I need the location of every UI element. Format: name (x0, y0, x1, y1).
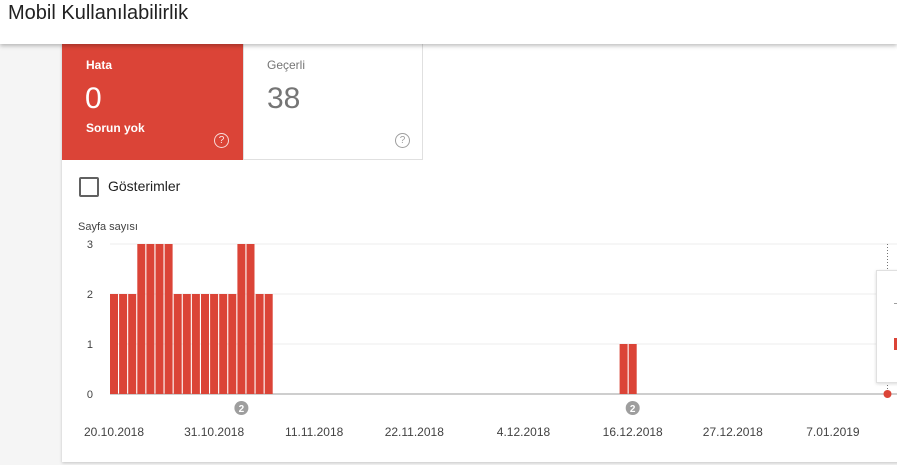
annotation-marker (625, 401, 640, 415)
x-tick-label: 4.12.2018 (497, 425, 551, 439)
bar (228, 294, 237, 394)
annotation-label: 2 (239, 404, 245, 415)
bar (128, 294, 137, 394)
valid-tile-label: Geçerli (267, 58, 306, 72)
x-tick-label: 11.11.2018 (285, 425, 344, 439)
date-marker-dot (883, 390, 892, 398)
bar (146, 244, 155, 394)
error-tile-label: Hata (86, 58, 113, 72)
bar (255, 294, 264, 394)
x-tick-label: 7.01.2019 (806, 425, 860, 439)
bar (619, 344, 628, 394)
app-header: Mobil Kullanılabilirlik (0, 0, 897, 44)
page-title: Mobil Kullanılabilirlik (8, 2, 189, 24)
bar (201, 294, 209, 394)
valid-tile[interactable]: Geçerli 38 ? (243, 44, 423, 160)
legend-dash (894, 303, 897, 304)
y-axis-title: Sayfa sayısı (78, 221, 138, 233)
bar (119, 294, 128, 394)
bar (246, 244, 255, 394)
bar (137, 244, 146, 394)
y-tick-label: 2 (87, 289, 93, 301)
bar (110, 294, 118, 394)
error-count: 0 (85, 82, 102, 115)
bar (182, 294, 191, 394)
legend-swatch (894, 338, 897, 350)
bar (210, 294, 219, 394)
annotation-marker (234, 401, 249, 415)
pages-chart: 0 1 2 3 20.10.2018 31.10.2018 11.11.2018 22.11.… (84, 239, 897, 439)
bar (219, 294, 228, 394)
bar (155, 244, 164, 394)
bar (628, 344, 637, 394)
x-tick-label: 20.10.2018 (84, 425, 144, 439)
y-tick-label: 1 (87, 339, 93, 351)
bar (264, 294, 273, 394)
bar (164, 244, 173, 394)
report-card: Hata 0 Sorun yok ? Geçerli 38 ? Gösterim… (62, 44, 897, 462)
bar (191, 294, 200, 394)
annotation-label: 2 (630, 404, 636, 415)
x-tick-label: 22.11.2018 (385, 425, 444, 439)
x-tick-label: 27.12.2018 (703, 425, 763, 439)
bar (173, 294, 182, 394)
bar (237, 244, 246, 394)
chart-legend-panel (876, 270, 897, 383)
error-tile[interactable]: Hata 0 Sorun yok ? (62, 44, 243, 160)
y-tick-label: 3 (87, 239, 93, 251)
x-tick-label: 31.10.2018 (184, 425, 244, 439)
impressions-label: Gösterimler (108, 178, 181, 194)
help-icon[interactable]: ? (214, 133, 229, 148)
error-status: Sorun yok (86, 121, 145, 135)
impressions-checkbox[interactable] (79, 177, 99, 197)
valid-count: 38 (267, 82, 301, 115)
x-tick-label: 16.12.2018 (603, 425, 663, 439)
y-tick-label: 0 (87, 389, 93, 401)
help-icon[interactable]: ? (395, 133, 410, 148)
